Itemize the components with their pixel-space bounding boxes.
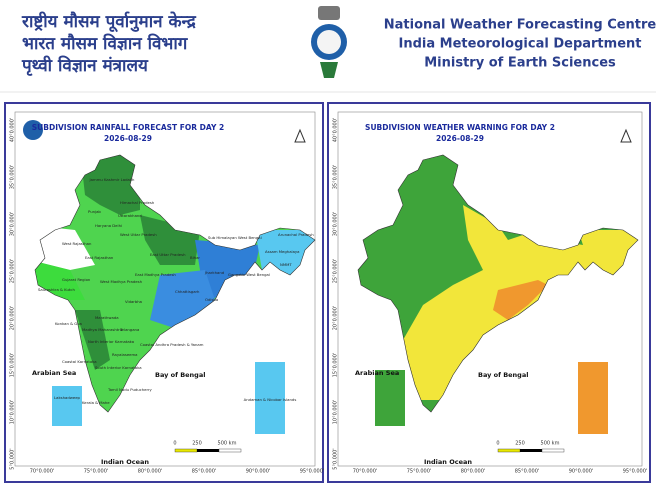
subdivision-label: West Uttar Pradesh (120, 232, 157, 237)
english-line: Ministry of Earth Sciences (424, 56, 616, 71)
subdivision-label: North Interior Karnataka (88, 339, 134, 344)
subdivision-label: Vidarbha (125, 299, 142, 304)
scale-label: 500 km (218, 441, 237, 447)
subdivision-label: Assam Meghalaya (265, 249, 300, 254)
subdivision-label: Telangana (119, 327, 139, 332)
subdivision-label: East Uttar Pradesh (150, 252, 186, 257)
scale-bar (174, 448, 198, 453)
panel-warning: SUBDIVISION WEATHER WARNING FOR DAY 2 20… (327, 102, 651, 483)
lat-label: 30°0.000' (333, 212, 339, 237)
subdivision-label: Saurashtra & Kutch (38, 287, 75, 292)
subdivision-label: Marathwada (95, 315, 119, 320)
subdivision-label: Haryana Delhi (95, 223, 122, 228)
lat-label: 40°0.000' (10, 118, 16, 143)
subdivision-label: Rayalaseema (112, 352, 138, 357)
lon-label: 85°0.000' (515, 469, 540, 475)
lon-label: 90°0.000' (569, 469, 594, 475)
lon-label: 75°0.000' (84, 469, 109, 475)
sea-label: Bay of Bengal (155, 371, 205, 379)
hindi-line: भारत मौसम विज्ञान विभाग (22, 33, 189, 54)
axes: 40°0.000' 35°0.000' 30°0.000' 25°0.000' 20°0… (10, 118, 648, 475)
sea-label: Bay of Bengal (478, 371, 528, 379)
panel-title: SUBDIVISION WEATHER WARNING FOR DAY 2 (365, 123, 555, 132)
scale-label: 0 (173, 441, 176, 447)
subdivision-label: Himachal Pradesh (120, 200, 155, 205)
subdivision-label: South Interior Karnataka (95, 365, 142, 370)
scale-bar (197, 449, 219, 452)
lon-label: 75°0.000' (407, 469, 432, 475)
subdivision-label: Sub Himalayan West Bengal (208, 235, 262, 240)
lat-label: 35°0.000' (333, 165, 339, 190)
lon-label: 70°0.000' (30, 469, 55, 475)
hindi-line: पृथ्वी विज्ञान मंत्रालय (21, 55, 149, 76)
subdivision-label: East Rajasthan (85, 255, 114, 260)
lat-label: 10°0.000' (333, 400, 339, 425)
subdivision-label: Gujarat Region (62, 277, 91, 282)
subdivision-label: Arunachal Pradesh (278, 232, 314, 237)
sea-label: Arabian Sea (355, 369, 399, 377)
subdivision-label: East Madhya Pradesh (135, 272, 176, 277)
lat-label: 30°0.000' (10, 212, 16, 237)
panel-rainfall: SUBDIVISION RAINFALL FORECAST FOR DAY 2 … (4, 102, 324, 483)
scale-bar (541, 448, 565, 453)
lon-label: 85°0.000' (192, 469, 217, 475)
scale-label: 250 (192, 441, 202, 447)
emblem (311, 6, 347, 78)
subdivision-label: Madhya Maharashtra (82, 327, 122, 332)
subdivision-label: West Madhya Pradesh (100, 279, 143, 284)
lat-label: 25°0.000' (10, 259, 16, 284)
subdivision-label: NMMT (280, 262, 292, 267)
subdivision-label: Coastal Karnataka (62, 359, 97, 364)
subdivision-label: Odisha (205, 297, 218, 302)
subdivision-label: Kerala & Mahe (82, 400, 110, 405)
lat-label: 10°0.000' (10, 400, 16, 425)
lat-label: 15°0.000' (10, 353, 16, 378)
subdivision-label: Jammu Kashmir Ladakh (89, 177, 135, 182)
subdivision-label: West Rajasthan (62, 241, 92, 246)
lon-label: 70°0.000' (353, 469, 378, 475)
sea-label: Indian Ocean (101, 458, 149, 466)
subdivision-label: Andaman & Nicobar Islands (244, 397, 297, 402)
lon-label: 80°0.000' (461, 469, 486, 475)
lon-label: 80°0.000' (138, 469, 163, 475)
hindi-line: राष्ट्रीय मौसम पूर्वानुमान केन्द्र (21, 11, 197, 33)
lon-label: 95°0.000' (300, 469, 325, 475)
scale-label: 0 (496, 441, 499, 447)
panel-date: 2026-08-29 (104, 134, 152, 143)
lon-label: 95°0.000' (623, 469, 648, 475)
scale-label: 250 (515, 441, 525, 447)
subdivision-label: Lakshadweep (54, 395, 81, 400)
lat-label: 35°0.000' (10, 165, 16, 190)
lat-label: 20°0.000' (10, 306, 16, 331)
scale-bar (218, 448, 242, 453)
lat-label: 20°0.000' (333, 306, 339, 331)
scale-label: 500 km (541, 441, 560, 447)
lat-label: 5°0.000' (333, 448, 339, 469)
panel-date: 2026-08-29 (436, 134, 484, 143)
subdivision-label: Coastal Andhra Pradesh & Yanam (140, 342, 204, 347)
sea-label: Arabian Sea (32, 369, 76, 377)
subdivision-label: Tamil Nadu Puducherry (107, 387, 153, 392)
lat-label: 15°0.000' (333, 353, 339, 378)
scale-bar (497, 448, 521, 453)
lon-label: 90°0.000' (246, 469, 271, 475)
lat-label: 25°0.000' (333, 259, 339, 284)
subdivision-label: Gangetic West Bengal (228, 272, 270, 277)
lat-label: 5°0.000' (10, 448, 16, 469)
lat-label: 40°0.000' (333, 118, 339, 143)
subdivision-label: Uttarakhand (118, 213, 142, 218)
scale-bar (520, 449, 542, 452)
subdivision-label: Jharkhand (204, 270, 225, 275)
english-line: National Weather Forecasting Centre (384, 18, 656, 33)
subdivision-label: Konkan & Goa (55, 321, 82, 326)
subdivision-label: Punjab (88, 209, 101, 214)
sea-label: Indian Ocean (424, 458, 472, 466)
subdivision-label: Chhattisgarh (175, 289, 200, 294)
english-line: India Meteorological Department (399, 37, 642, 52)
subdivision-label: Bihar (190, 255, 200, 260)
panel-title: SUBDIVISION RAINFALL FORECAST FOR DAY 2 (32, 123, 224, 132)
